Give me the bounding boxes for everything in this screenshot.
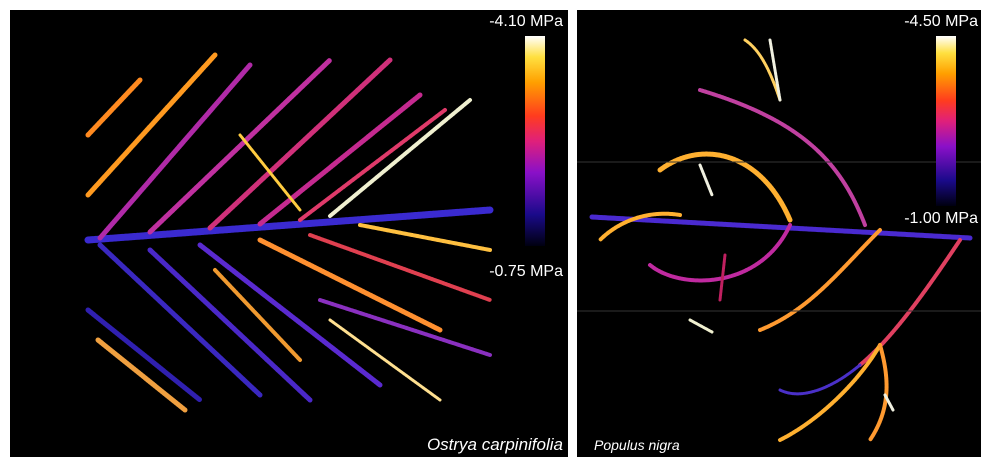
figure: -4.10 MPa -0.75 MPa Ostrya carpinifolia [0,0,981,457]
colorbar [525,36,545,246]
species-label: Ostrya carpinifolia [427,435,563,454]
panel-left: -4.10 MPa -0.75 MPa Ostrya carpinifolia [10,10,568,457]
page: -4.10 MPa -0.75 MPa Ostrya carpinifolia [0,0,981,457]
colorbar-top-label: -4.50 MPa [904,13,978,30]
colorbar [936,36,956,206]
species-label: Populus nigra [594,437,680,453]
colorbar-top-label: -4.10 MPa [489,13,563,30]
panel-background [10,10,568,457]
colorbar-bottom-label: -1.00 MPa [904,210,978,227]
colorbar-bottom-label: -0.75 MPa [489,263,563,280]
panel-right: -4.50 MPa -1.00 MPa Populus nigra [577,10,981,457]
